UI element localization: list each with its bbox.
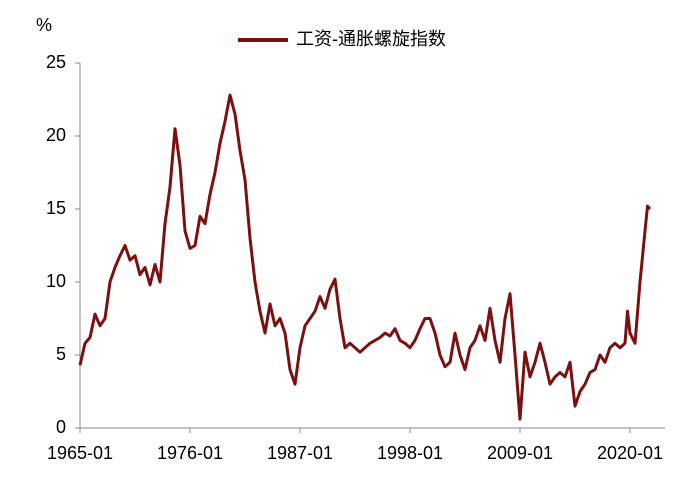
x-tick-label: 1987-01 — [267, 443, 333, 463]
x-tick-label: 2020-01 — [597, 443, 663, 463]
y-tick-label: 20 — [46, 125, 66, 145]
y-tick-label: 5 — [56, 344, 66, 364]
x-tick-label: 1965-01 — [47, 443, 113, 463]
x-tick-label: 1976-01 — [157, 443, 223, 463]
x-tick-label: 1998-01 — [377, 443, 443, 463]
y-tick-label: 25 — [46, 52, 66, 72]
y-axis-label: % — [36, 15, 52, 35]
data-line — [78, 93, 652, 421]
y-tick-label: 0 — [56, 417, 66, 437]
y-tick-label: 15 — [46, 198, 66, 218]
legend-label: 工资-通胀螺旋指数 — [296, 29, 446, 49]
y-tick-label: 10 — [46, 271, 66, 291]
x-tick-label: 2009-01 — [487, 443, 553, 463]
